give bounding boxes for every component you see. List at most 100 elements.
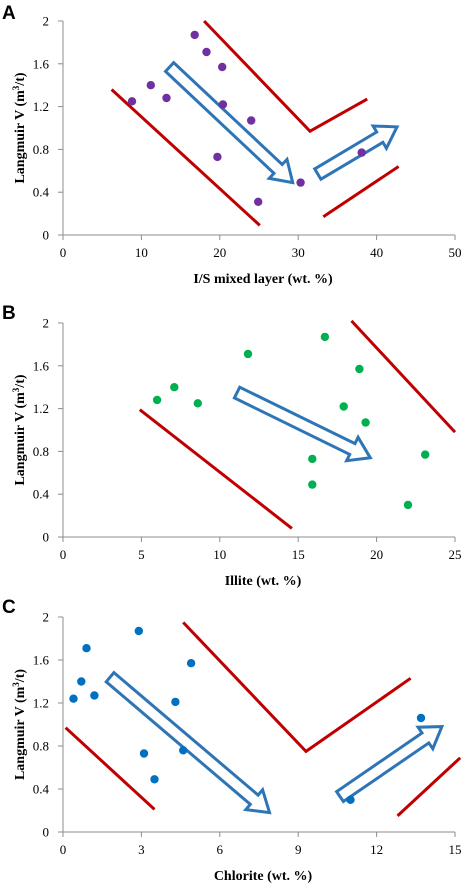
data-point [218,62,227,72]
x-tick-label: 15 [292,547,305,562]
panel-b: B 0 5 10 15 20 25 0 0.4 0.8 1.2 1.6 2 Illite (wt. %) L… [2,303,462,589]
trend-arrow-1 [104,670,272,815]
y-axis-label-text: Langmuir V (m [13,686,28,780]
trend-line-2 [203,19,368,134]
y-axis-label-unit: /t) [13,374,28,389]
data-point [243,349,253,359]
data-point [339,402,348,411]
y-tick-label: 1.2 [33,401,49,416]
data-point [152,395,162,405]
y-tick-label: 0.8 [33,444,49,459]
panel-c: C 0 3 6 9 12 15 0 0.4 0.8 1.2 1.6 2 Chlorite (wt. %) L… [2,597,462,884]
x-tick-label: 0 [60,842,67,857]
data-point [308,454,317,464]
x-tick-label: 10 [213,547,226,562]
y-axis-label-text: Langmuir V (m [13,392,28,486]
data-point [139,749,149,758]
data-point [150,775,159,784]
trend-arrow-2 [312,124,400,182]
data-point [82,644,91,653]
trend-line-1 [64,726,156,811]
data-point [213,152,222,162]
x-tick-label: 20 [370,547,383,562]
trend-line-2 [182,621,412,754]
data-point [403,500,413,510]
y-axis-label: Langmuir V (m3/t) [11,374,28,485]
data-point [186,659,196,668]
data-point [320,332,330,342]
y-tick-label: 1.2 [33,99,49,114]
x-tick-label: 3 [138,842,145,857]
x-tick-label: 5 [138,547,145,562]
x-tick-label: 20 [213,245,226,260]
trend-line-3 [396,756,462,818]
data-point [346,795,355,804]
trend-line-1 [110,88,261,227]
y-tick-label: 2 [43,610,50,625]
data-point [162,93,171,103]
data-point [247,116,256,125]
y-tick-label: 0.4 [33,782,50,797]
x-tick-label: 25 [449,547,462,562]
data-point [416,713,426,723]
data-point [190,30,199,40]
y-tick-label: 0.8 [33,142,49,157]
y-axis-label-superscript: 3 [11,387,21,392]
x-tick-label: 30 [292,245,305,260]
trend-line-1 [138,408,293,530]
y-tick-label: 1.6 [33,653,50,668]
y-tick-label: 1.6 [33,56,50,71]
data-point [218,100,228,109]
x-tick-label: 9 [295,842,302,857]
data-point [193,399,202,408]
y-axis-label-text: Langmuir V (m [13,90,28,184]
x-tick-label: 40 [370,245,383,260]
trend-arrow-2 [334,725,445,804]
y-axis-label: Langmuir V (m3/t) [11,72,28,183]
trend-arrow-1 [232,385,373,463]
data-point [361,418,370,427]
panel-letter: C [2,597,16,618]
y-tick-label: 0 [43,530,50,545]
y-tick-label: 0.4 [33,185,50,200]
panel-letter: A [2,3,16,24]
x-tick-label: 0 [60,547,67,562]
y-tick-label: 1.2 [33,696,49,711]
x-axis-label: Illite (wt. %) [225,574,302,589]
y-tick-label: 0.8 [33,739,49,754]
x-axis-label: Chlorite (wt. %) [214,869,313,884]
y-axis-label-unit: /t) [13,72,28,87]
data-point [69,694,78,703]
x-tick-label: 6 [217,842,224,857]
panel-letter: B [2,303,16,324]
y-axis-label: Langmuir V (m3/t) [11,669,28,780]
x-tick-label: 15 [449,842,462,857]
panel-a: A 0 10 20 30 40 50 0 0.4 0.8 1.2 1.6 2 I/S mixed laye… [2,3,462,287]
data-point [90,691,99,700]
y-tick-label: 2 [43,14,50,29]
data-point [170,383,179,392]
data-point [254,197,263,206]
x-axis-label: I/S mixed layer (wt. %) [193,272,333,287]
data-point [202,47,211,57]
data-point [296,178,305,187]
trend-line-2 [350,319,457,434]
y-tick-label: 1.6 [33,358,50,373]
x-tick-label: 10 [135,245,148,260]
trend-line-3 [322,165,400,219]
data-point [171,697,180,707]
y-axis-label-unit: /t) [13,669,28,684]
data-point [355,364,364,374]
data-point [77,677,86,686]
x-tick-label: 12 [370,842,383,857]
x-tick-label: 0 [60,245,67,260]
y-tick-label: 0 [43,228,50,243]
y-axis-label-superscript: 3 [11,682,21,687]
data-point [127,97,137,106]
trend-arrow-1 [163,60,295,185]
x-tick-label: 50 [449,245,462,260]
data-point [179,746,188,755]
data-point [134,626,143,636]
y-tick-label: 2 [43,316,50,331]
